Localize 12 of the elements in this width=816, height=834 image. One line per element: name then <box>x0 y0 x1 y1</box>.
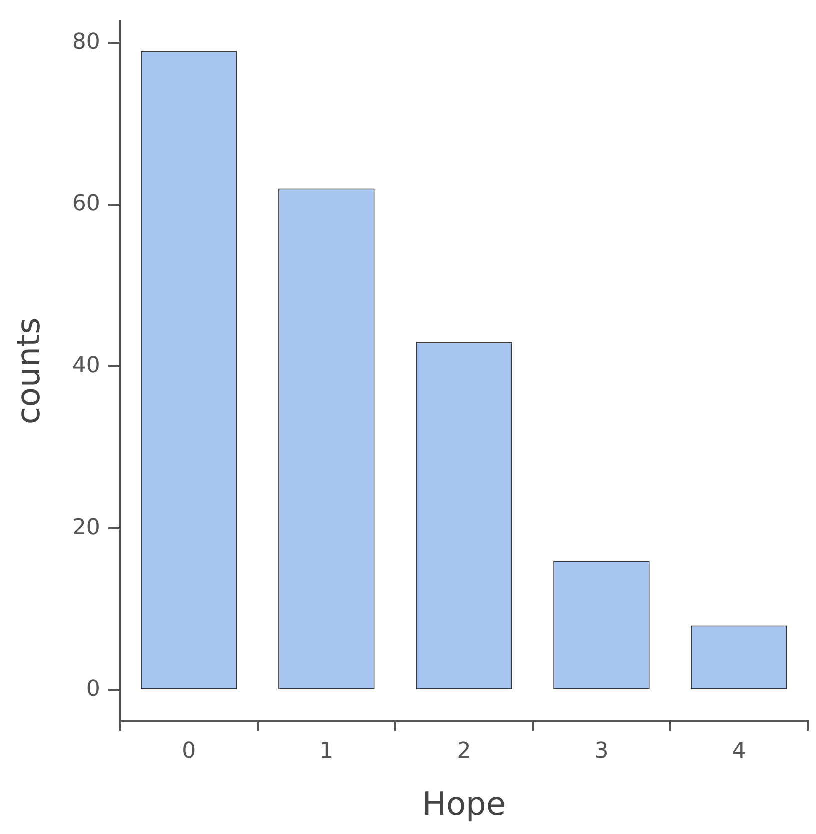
y-tick-label: 60 <box>72 192 100 217</box>
y-tick-label: 20 <box>72 515 100 540</box>
x-tick-label: 1 <box>320 739 334 764</box>
y-tick-label: 80 <box>72 30 100 55</box>
x-axis-title: Hope <box>422 785 506 824</box>
x-tick-label: 0 <box>182 739 196 764</box>
x-tick-label: 4 <box>732 739 746 764</box>
y-tick-label: 40 <box>72 353 100 378</box>
x-tick-label: 2 <box>457 739 472 764</box>
y-tick-label: 0 <box>86 677 100 702</box>
y-axis-title: counts <box>10 318 48 425</box>
x-tick-label: 3 <box>594 739 609 764</box>
